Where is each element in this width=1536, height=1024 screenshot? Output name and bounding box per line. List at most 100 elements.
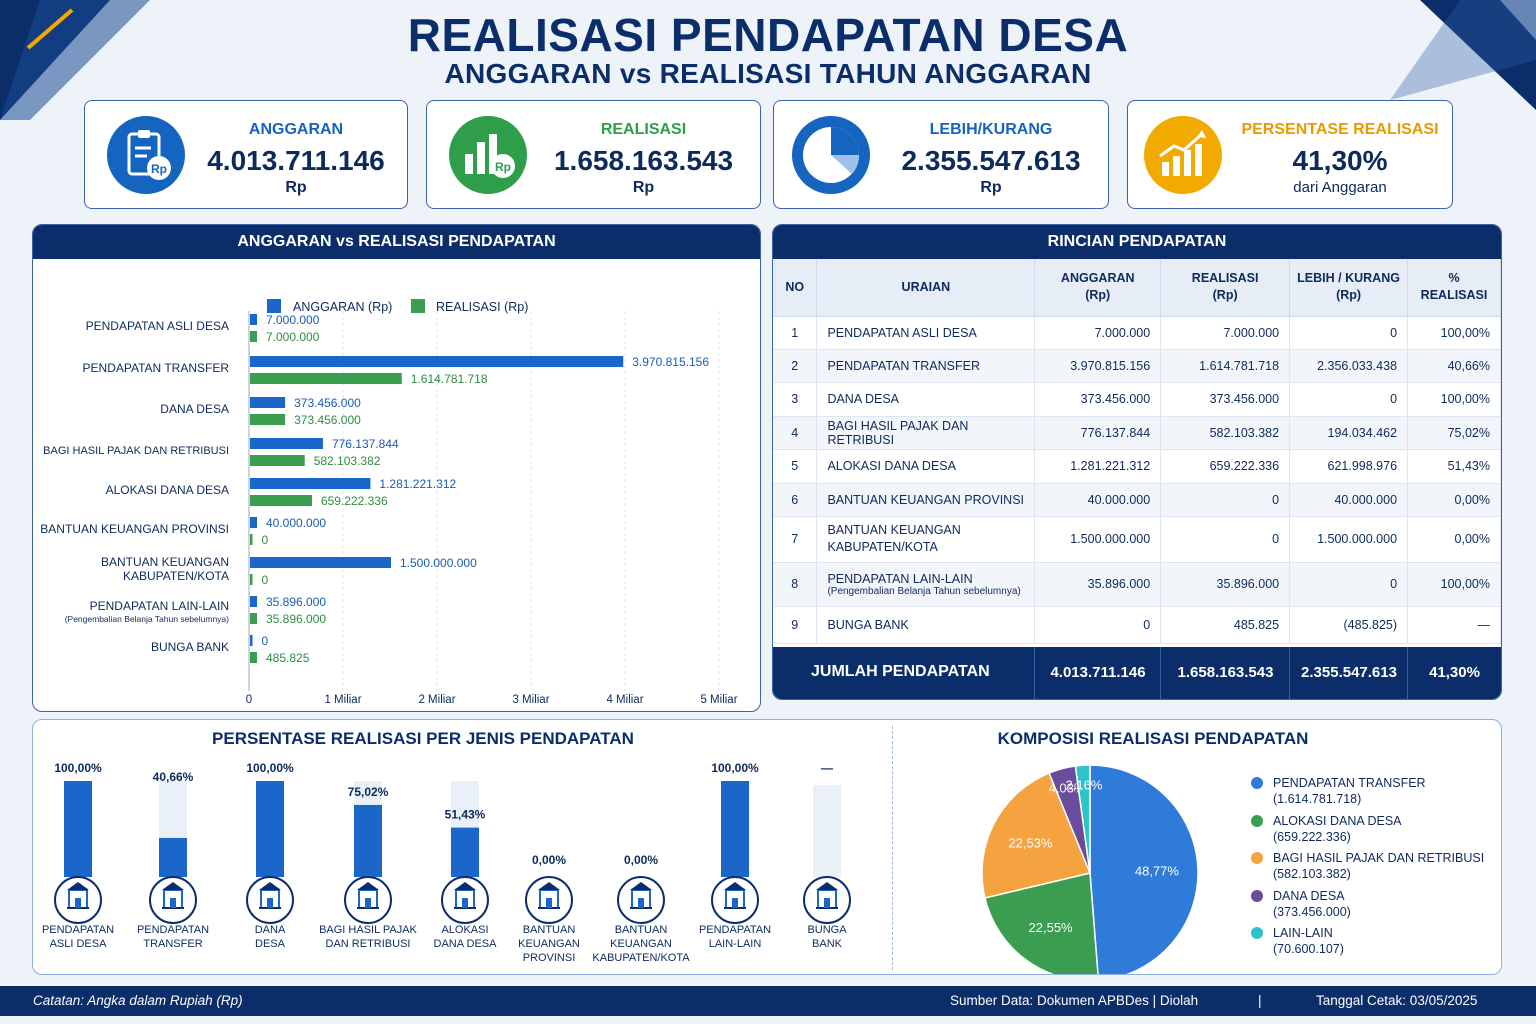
row-realisasi: 659.222.336 [1160, 449, 1291, 484]
row-realisasi: 0 [1160, 516, 1291, 563]
category-label: KEUANGAN [518, 938, 580, 950]
bar-realisasi [250, 652, 257, 663]
legend-dot [1251, 814, 1263, 827]
row-lebih-kurang: 621.998.976 [1289, 449, 1409, 484]
pie-slice-label: 22,55% [1029, 920, 1074, 935]
footer-source: Sumber Data: Dokumen APBDes | Diolah [950, 993, 1199, 1008]
kpi-card-persentase: PERSENTASE REALISASI 41,30% dari Anggara… [1127, 100, 1453, 209]
legend-swatch-realisasi [411, 299, 425, 313]
legend-value: (659.222.336) [1273, 829, 1351, 844]
pie-legend-item: DANA DESA (373.456.000) [1251, 888, 1501, 920]
bar-value-label: 659.222.336 [321, 494, 388, 508]
bar-anggaran [250, 557, 391, 568]
row-anggaran: 7.000.000 [1034, 316, 1162, 350]
row-persen: 75,02% [1407, 416, 1501, 450]
legend-dot [1251, 777, 1263, 789]
x-tick-label: 0 [246, 694, 252, 706]
pie-chart-title: KOMPOSISI REALISASI PENDAPATAN [997, 729, 1309, 748]
bar-realisasi [250, 331, 257, 342]
svg-text:Rp: Rp [151, 162, 167, 176]
x-tick-label: 4 Miliar [606, 694, 643, 706]
category-label: BANTUAN KEUANGAN [101, 555, 229, 569]
percent-bar [721, 781, 749, 877]
category-label: ALOKASI DANA DESA [106, 483, 229, 497]
category-label: PENDAPATAN [137, 924, 209, 936]
row-lebih-kurang: 1.500.000.000 [1289, 516, 1409, 563]
percent-bar [64, 781, 92, 877]
percent-bar [451, 827, 479, 877]
category-label: PENDAPATAN [42, 924, 114, 936]
kpi-unit: dari Anggaran [1293, 179, 1387, 196]
percent-bar-chart: 100,00% PENDAPATAN ASLI DESA 40,66% PENDAPAT… [42, 761, 851, 964]
bar-anggaran [250, 438, 323, 449]
total-row: JUMLAH PENDAPATAN 4.013.711.146 1.658.16… [773, 647, 1501, 699]
table-row: 6 BANTUAN KEUANGAN PROVINSI 40.000.000 0 40.… [773, 483, 1501, 517]
footer-separator: | [1258, 993, 1262, 1008]
row-no: 3 [773, 382, 818, 417]
bar-anggaran [250, 314, 257, 325]
x-tick-label: 1 Miliar [324, 694, 361, 706]
footer-print-date: Tanggal Cetak: 03/05/2025 [1316, 993, 1478, 1008]
bar-value-label: 0 [262, 634, 269, 648]
bar-realisasi [250, 613, 257, 624]
bar-value-label: 35.896.000 [266, 612, 326, 626]
row-persen: 100,00% [1407, 382, 1501, 417]
bar-anggaran [250, 356, 624, 367]
kpi-card-anggaran: Rp ANGGARAN 4.013.711.146 Rp [84, 100, 408, 209]
total-realisasi: 1.658.163.543 [1177, 664, 1274, 681]
bar-anggaran [250, 478, 371, 489]
row-no: 5 [773, 449, 818, 484]
row-no: 2 [773, 349, 818, 383]
kpi-value: 4.013.711.146 [207, 145, 385, 176]
legend-label-realisasi: REALISASI (Rp) [436, 300, 528, 314]
percent-bar [159, 837, 187, 877]
row-realisasi: 1.614.781.718 [1160, 349, 1291, 383]
category-label: BAGI HASIL PAJAK DAN RETRIBUSI [43, 445, 229, 457]
category-label: PENDAPATAN TRANSFER [83, 361, 230, 375]
legend-dot [1251, 852, 1263, 864]
bank-icon [803, 876, 851, 924]
coins-rp-icon [149, 876, 197, 924]
row-uraian: DANA DESA [816, 382, 1036, 417]
bar-value-label: 0 [262, 573, 269, 587]
col-persen: % REALISASI [1407, 259, 1501, 317]
total-anggaran: 4.013.711.146 [1050, 664, 1146, 681]
table-row: 7 BANTUAN KEUANGAN KABUPATEN/KOTA 1.500.00… [773, 516, 1501, 563]
footer-note: Catatan: Angka dalam Rupiah (Rp) [33, 993, 243, 1008]
total-persen: 41,30% [1429, 664, 1480, 681]
building-icon [54, 876, 102, 924]
col-lebih-kurang: LEBIH / KURANG (Rp) [1289, 259, 1409, 317]
category-label: PENDAPATAN [699, 924, 771, 936]
row-uraian: ALOKASI DANA DESA [816, 449, 1036, 484]
bar-anggaran [250, 397, 286, 408]
legend-name: LAIN-LAIN [1273, 926, 1333, 940]
percent-label: 0,00% [532, 853, 566, 867]
percent-label: 51,43% [445, 808, 486, 822]
pie-slice-label: 48,77% [1135, 863, 1180, 878]
category-label: DESA [255, 938, 286, 950]
row-lebih-kurang: 2.356.033.438 [1289, 349, 1409, 383]
pie-slice-label: 22,53% [1008, 835, 1053, 850]
clipboard-rp-icon: Rp [107, 116, 185, 194]
row-anggaran: 0 [1034, 606, 1162, 644]
category-label: PROVINSI [523, 952, 576, 964]
row-realisasi: 7.000.000 [1160, 316, 1291, 350]
pie-slice [1089, 764, 1199, 974]
pie-legend: PENDAPATAN TRANSFER (1.614.781.718) ALOKAS… [1241, 775, 1501, 965]
pie-legend-item: ALOKASI DANA DESA (659.222.336) [1251, 813, 1501, 845]
row-persen: 0,00% [1407, 516, 1501, 563]
col-uraian: URAIAN [816, 259, 1036, 317]
legend-value: (582.103.382) [1273, 867, 1351, 881]
office-building-icon [525, 876, 573, 924]
percent-label: — [821, 761, 833, 775]
bar-chart-rp-icon: Rp [449, 116, 527, 194]
category-label: LAIN-LAIN [709, 938, 762, 950]
category-label: DANA DESA [160, 402, 229, 416]
legend-dot [1251, 889, 1263, 902]
row-uraian: BUNGA BANK [816, 606, 1036, 644]
pie-legend-item: BAGI HASIL PAJAK DAN RETRIBUSI (582.103.3… [1251, 850, 1501, 882]
table-row: 9 BUNGA BANK 0 485.825 (485.825) — [773, 606, 1501, 644]
x-tick-label: 5 Miliar [700, 694, 737, 706]
bar-track [813, 785, 841, 877]
row-lebih-kurang: 0 [1289, 316, 1409, 350]
